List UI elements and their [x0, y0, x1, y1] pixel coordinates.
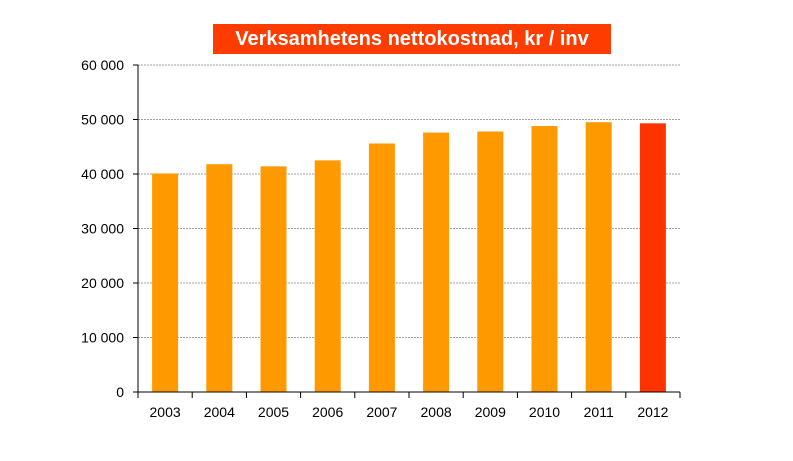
x-tick-label: 2003 [150, 404, 181, 420]
bar-2004 [206, 164, 233, 392]
bar-2005 [260, 166, 287, 392]
axes [133, 64, 681, 398]
x-tick-label: 2009 [475, 404, 506, 420]
x-tick-label: 2012 [637, 404, 668, 420]
bar-2009 [477, 131, 504, 393]
y-tick-label: 40 000 [81, 166, 124, 182]
bar-2010 [531, 126, 558, 392]
y-tick-label: 60 000 [81, 57, 124, 73]
x-tick-label: 2005 [258, 404, 289, 420]
x-tick-label: 2008 [421, 404, 452, 420]
bar-2012 [639, 123, 666, 392]
x-tick-label: 2010 [529, 404, 560, 420]
y-tick-label: 10 000 [81, 330, 124, 346]
bar-2008 [423, 132, 450, 392]
bar-2003 [152, 173, 179, 392]
bar-2006 [314, 160, 341, 392]
bar-2011 [585, 122, 612, 392]
tick-labels: 0 10 000 20 000 30 000 40 000 50 000 60 000 200… [81, 57, 669, 420]
chart-title: Verksamhetens nettokostnad, kr / inv [213, 24, 611, 54]
x-tick-label: 2007 [366, 404, 397, 420]
bars [152, 122, 666, 393]
x-tick-label: 2004 [204, 404, 235, 420]
bar-2007 [368, 143, 395, 392]
x-tick-label: 2011 [584, 404, 614, 420]
y-tick-label: 50 000 [81, 112, 124, 128]
y-tick-label: 0 [116, 384, 124, 400]
x-tick-label: 2006 [312, 404, 343, 420]
y-tick-label: 30 000 [81, 221, 124, 237]
y-tick-label: 20 000 [81, 275, 124, 291]
